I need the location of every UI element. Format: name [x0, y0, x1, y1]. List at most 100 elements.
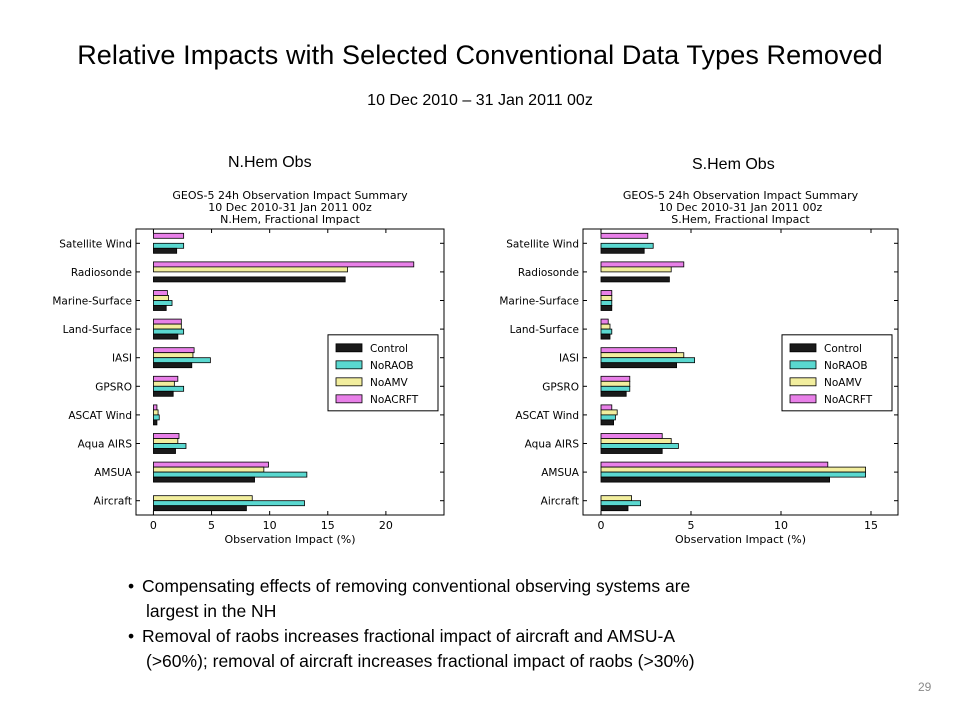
bar-noacrft — [600, 318, 609, 325]
legend-swatch — [789, 377, 817, 387]
bar-noamv — [153, 495, 253, 502]
bar-noraob — [153, 357, 211, 364]
category-label: Radiosonde — [518, 267, 579, 279]
legend-swatch — [335, 394, 363, 404]
bar-noacrft — [600, 290, 613, 296]
bar-control — [600, 476, 831, 483]
panel-label-nhem: N.Hem Obs — [228, 154, 312, 171]
bullet-list: • Compensating effects of removing conve… — [128, 574, 888, 674]
chart-shem: GEOS-5 24h Observation Impact Summary10 … — [499, 189, 899, 546]
bar-noraob — [600, 500, 641, 507]
category-label: Aqua AIRS — [78, 439, 133, 451]
x-axis-label: Observation Impact (%) — [675, 533, 806, 546]
bar-noraob — [153, 300, 173, 306]
bar-noamv — [600, 466, 867, 473]
bar-noraob — [153, 443, 187, 449]
category-label: ASCAT Wind — [68, 410, 132, 422]
category-label: Satellite Wind — [506, 238, 579, 250]
category-label: GPSRO — [542, 381, 579, 393]
bar-noraob — [600, 385, 631, 392]
bullet-item: • Removal of raobs increases fractional … — [128, 624, 888, 674]
chart-title-line3: N.Hem, Fractional Impact — [220, 213, 360, 226]
page-number: 29 — [918, 680, 932, 694]
bar-noraob — [153, 471, 308, 478]
x-tick-label: 20 — [379, 519, 393, 532]
bullet-dot: • — [128, 576, 135, 596]
bar-noraob — [153, 242, 185, 249]
legend-label: NoRAOB — [370, 360, 414, 372]
legend-label: Control — [824, 343, 862, 355]
bar-noamv — [153, 409, 159, 416]
bar-noamv — [600, 352, 685, 359]
legend-label: NoAMV — [370, 377, 409, 389]
legend-label: Control — [370, 343, 408, 355]
bar-noamv — [600, 295, 613, 301]
bar-noacrft — [600, 347, 677, 354]
bar-noacrft — [153, 404, 158, 411]
x-axis-label: Observation Impact (%) — [224, 533, 355, 546]
bar-noacrft — [153, 347, 195, 354]
category-label: Aircraft — [541, 496, 579, 508]
bar-noraob — [600, 471, 867, 478]
legend-swatch — [335, 343, 363, 353]
x-tick-label: 10 — [774, 519, 788, 532]
bullet-item: • Compensating effects of removing conve… — [128, 574, 888, 624]
legend-swatch — [335, 377, 363, 387]
bar-control — [153, 448, 176, 454]
bar-noamv — [153, 266, 348, 273]
bar-noraob — [600, 242, 654, 249]
bar-noraob — [600, 300, 613, 306]
bar-control — [600, 305, 613, 311]
bar-noacrft — [600, 433, 663, 439]
category-label: GPSRO — [95, 381, 132, 393]
bar-control — [600, 505, 629, 512]
x-tick-label: 15 — [321, 519, 335, 532]
bar-noamv — [600, 409, 618, 416]
bar-control — [153, 476, 255, 483]
chart-title: GEOS-5 24h Observation Impact Summary — [172, 189, 408, 202]
bar-control — [600, 448, 663, 454]
bar-noacrft — [600, 375, 631, 382]
category-label: IASI — [559, 353, 579, 365]
bar-noamv — [153, 352, 194, 359]
bar-noraob — [600, 357, 695, 364]
bar-noacrft — [600, 404, 613, 411]
x-tick-label: 0 — [150, 519, 157, 532]
category-label: Marine-Surface — [52, 296, 132, 308]
bar-noacrft — [153, 375, 179, 382]
category-label: Radiosonde — [71, 267, 132, 279]
bar-control — [153, 247, 178, 254]
bar-noacrft — [153, 461, 269, 468]
bar-control — [153, 419, 158, 426]
bar-control — [600, 362, 677, 369]
bar-noamv — [600, 438, 672, 444]
panel-label-shem: S.Hem Obs — [692, 156, 775, 173]
bar-noacrft — [600, 261, 685, 268]
chart-nhem: GEOS-5 24h Observation Impact Summary10 … — [52, 189, 445, 546]
legend-label: NoAMV — [824, 377, 863, 389]
bullet-line: Compensating effects of removing convent… — [142, 576, 691, 596]
x-tick-label: 0 — [598, 519, 605, 532]
category-label: IASI — [112, 353, 132, 365]
bar-noamv — [153, 438, 179, 444]
bar-control — [600, 419, 614, 426]
category-label: AMSUA — [541, 467, 580, 479]
category-label: Land-Surface — [510, 324, 579, 336]
category-label: Aircraft — [94, 496, 132, 508]
bar-control — [153, 390, 174, 397]
bar-noacrft — [600, 461, 829, 468]
x-tick-label: 15 — [864, 519, 878, 532]
bar-noraob — [600, 328, 613, 335]
bar-control — [600, 276, 670, 283]
bar-noamv — [600, 323, 611, 330]
bar-control — [153, 505, 247, 512]
bar-noacrft — [600, 232, 649, 239]
bullet-line: Removal of raobs increases fractional im… — [142, 626, 675, 646]
category-label: Marine-Surface — [499, 296, 579, 308]
bar-noacrft — [153, 318, 182, 325]
bar-control — [600, 247, 645, 254]
bar-noamv — [153, 380, 175, 387]
bar-noraob — [153, 414, 160, 421]
slide-title: Relative Impacts with Selected Conventio… — [77, 40, 883, 70]
legend-swatch — [789, 360, 817, 370]
